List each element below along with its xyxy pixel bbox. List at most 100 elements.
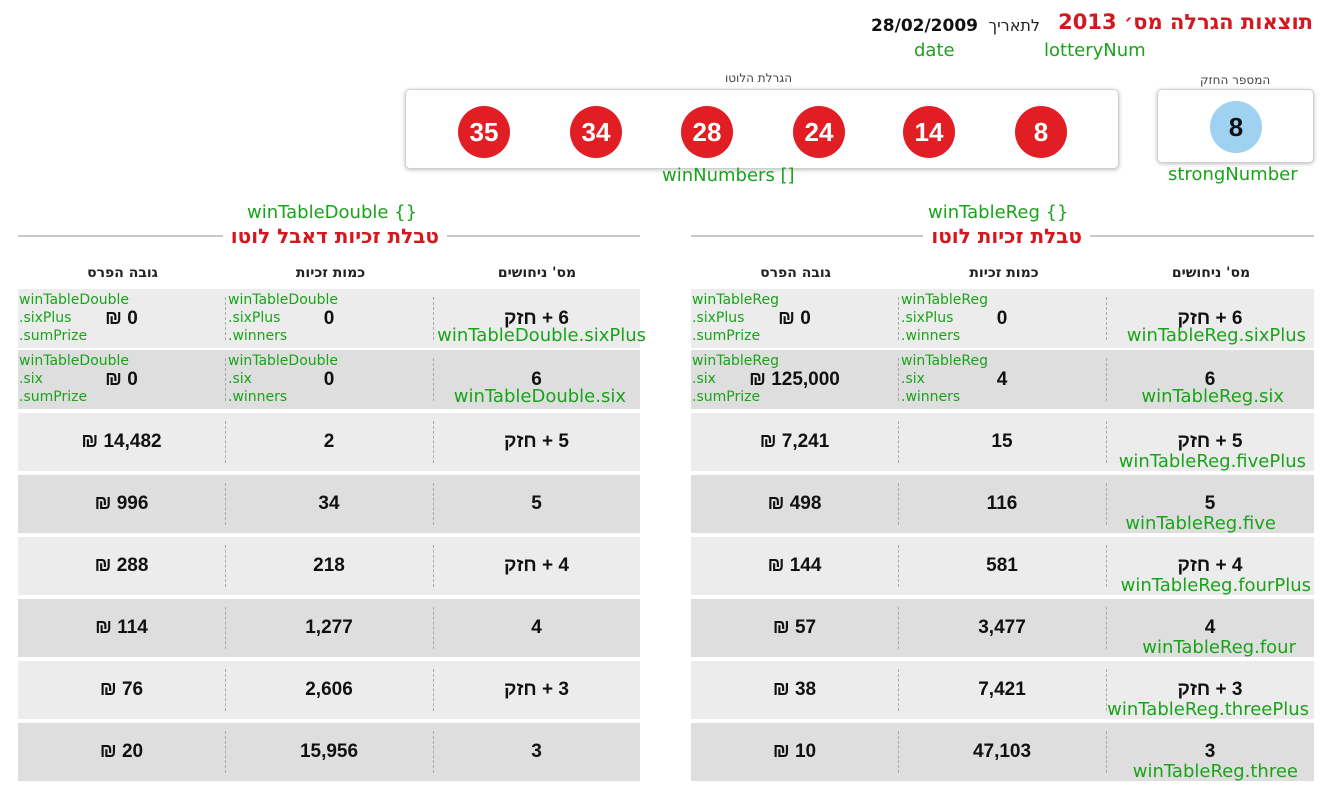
prize-cell: 288 ₪: [18, 537, 225, 595]
prize-cell: 76 ₪: [18, 661, 225, 719]
winners-note: .six: [228, 371, 252, 387]
guesses-value: 4: [531, 617, 542, 638]
prize-note: winTableDouble: [19, 292, 130, 308]
column-separator: [433, 545, 434, 587]
column-separator: [1106, 297, 1107, 340]
table-double-annotation: winTableDouble {}: [247, 202, 418, 223]
winning-numbers-panel: 35 34 28 24 14 8: [405, 89, 1119, 169]
winners-value: 0: [996, 307, 1008, 329]
winners-note: .winners: [901, 328, 961, 344]
lotto-ball: 8: [1015, 106, 1067, 158]
winners-cell: 116: [898, 475, 1106, 533]
column-separator: [898, 483, 899, 525]
row-annotation: winTableReg.threePlus: [1107, 699, 1309, 720]
column-separator: [433, 607, 434, 649]
table-row: 10 ₪ 47,103 3 winTableReg.three: [691, 723, 1314, 782]
column-separator: [433, 297, 434, 340]
prize-value: 0 ₪: [105, 368, 138, 390]
guesses-value: 6 + חזק: [1177, 307, 1243, 329]
prize-value: 0 ₪: [778, 307, 811, 329]
column-separator: [898, 731, 899, 773]
table-row: 144 ₪ 581 4 + חזק winTableReg.fourPlus: [691, 537, 1314, 596]
table-reg-col-guesses: מס' ניחושים: [1171, 265, 1251, 281]
winners-note: winTableDouble: [228, 292, 339, 308]
table-row: 0 ₪ 0 6 winTableDouble .six .sumPrize winTable…: [18, 350, 640, 409]
guesses-value: 4 + חזק: [1177, 555, 1243, 576]
lotto-ball: 28: [681, 106, 733, 158]
row-annotation: winTableReg.fourPlus: [1120, 575, 1311, 596]
column-separator: [433, 483, 434, 525]
guesses-value: 6: [1204, 368, 1216, 390]
prize-note: winTableReg: [692, 353, 780, 369]
guesses-value: 6 + חזק: [504, 307, 569, 329]
prize-cell: 20 ₪: [18, 723, 225, 781]
winners-cell: 2,606: [225, 661, 433, 719]
row-annotation: winTableReg.four: [1142, 637, 1296, 658]
guesses-value: 6: [531, 368, 542, 390]
prize-cell: 38 ₪: [691, 661, 898, 719]
winners-value: 218: [313, 555, 345, 576]
prize-value: 125,000 ₪: [749, 368, 840, 390]
table-reg-annotation: winTableReg {}: [928, 202, 1069, 223]
winners-cell: 4: [898, 350, 1106, 409]
table-row: 38 ₪ 7,421 3 + חזק winTableReg.threePlus: [691, 661, 1314, 720]
winners-cell: 15,956: [225, 723, 433, 781]
winners-note: .winners: [228, 328, 288, 344]
prize-cell: 0 ₪: [18, 289, 225, 348]
prize-note: .sixPlus: [19, 310, 72, 326]
column-separator: [898, 545, 899, 587]
table-row: 7,241 ₪ 15 5 + חזק winTableReg.fivePlus: [691, 413, 1314, 472]
winners-note: .winners: [901, 389, 961, 405]
table-double-col-winners: כמות זכיות: [295, 265, 366, 281]
lotto-ball: 35: [458, 106, 510, 158]
guesses-cell: 3 + חזק: [433, 661, 640, 719]
winners-note: winTableReg: [901, 292, 989, 308]
winners-note: .sixPlus: [228, 310, 281, 326]
column-separator: [898, 669, 899, 711]
prize-note: .sumPrize: [692, 389, 761, 405]
table-row: 0 ₪ 0 6 + חזק winTableDouble .sixPlus .sumPri…: [18, 289, 646, 348]
winners-note: winTableDouble: [228, 353, 339, 369]
column-separator: [225, 607, 226, 649]
strong-number-caption: המספר החזק: [1200, 73, 1271, 87]
guesses-cell: 3: [1106, 723, 1314, 781]
row-annotation: winTableReg.three: [1132, 761, 1298, 782]
table-row: 76 ₪ 2,606 3 + חזק: [18, 661, 640, 719]
winners-value: 1,277: [305, 617, 353, 638]
table-row: 57 ₪ 3,477 4 winTableReg.four: [691, 599, 1314, 658]
prize-value: 7,241 ₪: [759, 431, 830, 452]
winners-cell: 2: [225, 413, 433, 471]
table-double-col-guesses: מס' ניחושים: [497, 265, 577, 281]
guesses-cell: 5 + חזק: [1106, 413, 1314, 471]
prize-cell: 57 ₪: [691, 599, 898, 657]
guesses-cell: 3: [433, 723, 640, 781]
prize-note: winTableReg: [692, 292, 780, 308]
table-row: 114 ₪ 1,277 4: [18, 599, 640, 657]
guesses-cell: 6 + חזק: [433, 289, 640, 348]
prize-value: 76 ₪: [99, 679, 144, 700]
winners-cell: 0: [225, 350, 433, 409]
winners-cell: 218: [225, 537, 433, 595]
winners-value: 116: [986, 493, 1018, 514]
prize-note: .sixPlus: [692, 310, 745, 326]
row-annotation: winTableReg.six: [1141, 386, 1284, 407]
row-annotation: winTableReg.fivePlus: [1118, 451, 1306, 472]
winners-value: 2,606: [305, 679, 353, 700]
table-row: 498 ₪ 116 5 winTableReg.five: [691, 475, 1314, 534]
winners-note: .winners: [228, 389, 288, 405]
winners-value: 3,477: [978, 617, 1026, 638]
column-separator: [225, 545, 226, 587]
date-label: לתאריך: [988, 16, 1040, 35]
column-separator: [433, 421, 434, 463]
column-separator: [1106, 669, 1107, 711]
lotto-ball: 34: [570, 106, 622, 158]
prize-value: 14,482 ₪: [81, 431, 162, 452]
prize-cell: 996 ₪: [18, 475, 225, 533]
prize-note: .six: [19, 371, 43, 387]
winners-cell: 7,421: [898, 661, 1106, 719]
prize-value: 10 ₪: [772, 741, 817, 762]
table-row: 14,482 ₪ 2 5 + חזק: [18, 413, 640, 471]
winners-value: 2: [323, 431, 335, 452]
prize-note: .sumPrize: [19, 389, 88, 405]
winners-value: 15,956: [299, 741, 359, 762]
